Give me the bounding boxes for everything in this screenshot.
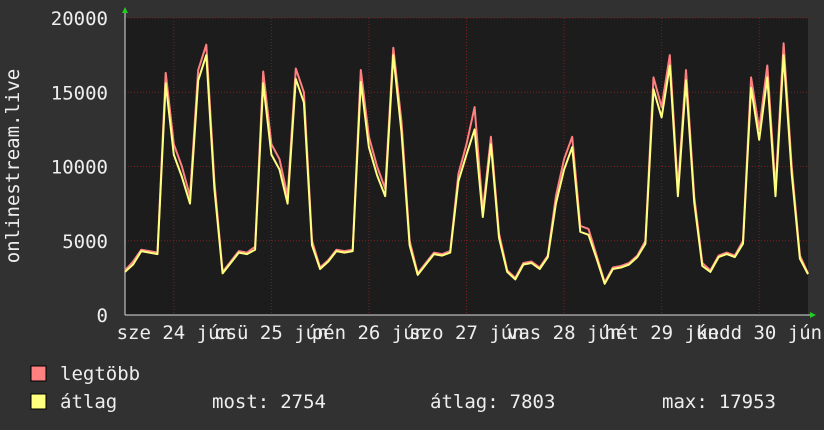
stat: most: 2754 — [212, 391, 326, 413]
x-tick-label: pén 26 jún — [312, 322, 426, 344]
legend-swatch — [30, 393, 47, 410]
stat-label: most: — [212, 391, 269, 413]
y-tick-label: 10000 — [51, 157, 108, 179]
x-tick-label: szo 27 jún — [409, 322, 523, 344]
y-tick-label: 5000 — [62, 231, 108, 253]
x-tick-label: hét 29 jún — [604, 322, 718, 344]
stat: átlag: 7803 — [430, 391, 555, 413]
stat: max: 17953 — [662, 391, 776, 413]
stat-label: átlag: — [430, 391, 499, 413]
y-tick-label: 15000 — [51, 82, 108, 104]
stat-value: 2754 — [280, 391, 326, 413]
x-tick-label: sze 24 jún — [117, 322, 231, 344]
stat-label: max: — [662, 391, 708, 413]
stat-value: 7803 — [510, 391, 556, 413]
series-line — [124, 54, 809, 285]
stat-value: 17953 — [719, 391, 776, 413]
legend-swatch — [30, 365, 47, 382]
legend-label: legtöbb — [60, 363, 140, 385]
y-axis-arrow — [122, 7, 128, 13]
y-axis-label: onlinestream.live — [2, 69, 24, 263]
y-tick-label: 0 — [97, 305, 108, 327]
plot-area — [125, 18, 808, 315]
y-tick-label: 20000 — [51, 8, 108, 30]
x-tick-label: vas 28 jún — [507, 322, 621, 344]
legend-label: átlag — [60, 391, 117, 413]
x-axis-arrow — [810, 312, 816, 318]
x-tick-label: kedd 30 jún — [696, 322, 822, 344]
x-tick-label: csü 25 jún — [214, 322, 328, 344]
